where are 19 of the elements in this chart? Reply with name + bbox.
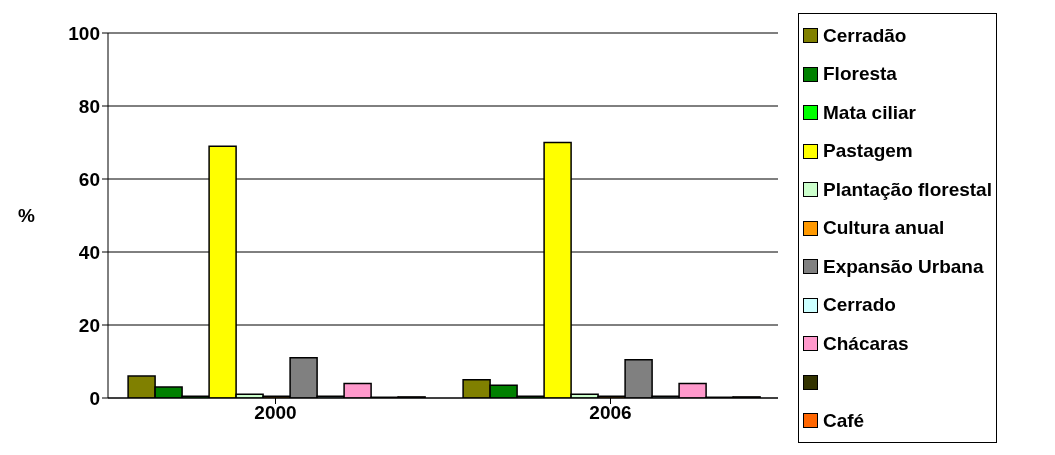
legend-label: Floresta xyxy=(823,63,897,85)
y-tick-label: 20 xyxy=(78,314,100,336)
y-tick-label: 100 xyxy=(68,22,100,44)
y-tick-label: 60 xyxy=(78,168,100,190)
legend-label: Plantação florestal xyxy=(823,178,992,201)
legend-label: Cerradão xyxy=(823,24,907,47)
legend-label: Cerrado xyxy=(823,294,896,316)
y-tick-label: 80 xyxy=(78,95,100,117)
legend-label: Expansão Urbana xyxy=(823,255,984,278)
y-axis-title: % xyxy=(18,205,35,227)
y-tick-label: 0 xyxy=(89,387,100,409)
x-tick-label: 2006 xyxy=(589,402,632,424)
legend-label: Chácaras xyxy=(823,332,909,355)
legend-label: Mata ciliar xyxy=(823,101,916,124)
y-tick-label: 40 xyxy=(78,241,100,263)
legend-label: Cultura anual xyxy=(823,217,945,239)
legend-label: Café xyxy=(823,409,865,432)
x-tick-label: 2000 xyxy=(254,402,297,424)
legend-label: Pastagem xyxy=(823,140,913,162)
